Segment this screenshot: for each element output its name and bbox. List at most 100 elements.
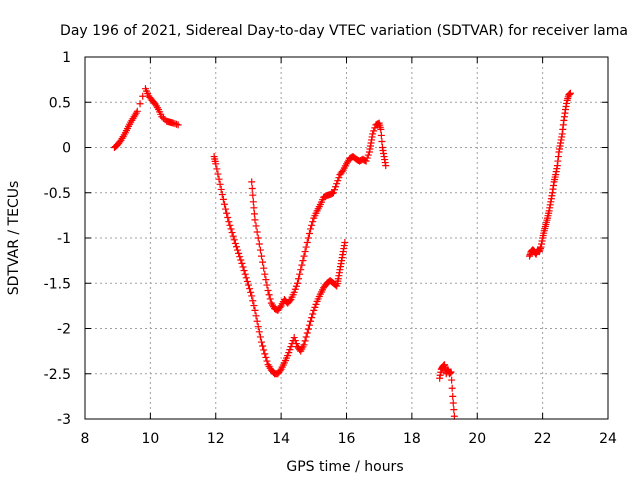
data-point (216, 180, 224, 188)
chart-title: Day 196 of 2021, Sidereal Day-to-day VTE… (60, 23, 628, 39)
data-point (292, 282, 300, 290)
y-axis-label: SDTVAR / TECUs (6, 181, 22, 296)
data-point (232, 243, 240, 251)
data-point (333, 180, 341, 188)
data-point (256, 333, 264, 341)
data-point (173, 120, 181, 128)
data-point (304, 325, 312, 333)
data-point (158, 113, 166, 121)
data-point (250, 204, 258, 212)
series-arc-2 (210, 153, 349, 378)
data-point (303, 329, 311, 337)
data-point (362, 157, 370, 165)
data-point (295, 275, 303, 283)
data-point (263, 357, 271, 365)
data-point (261, 350, 269, 358)
data-point (329, 189, 337, 197)
data-point (447, 368, 455, 376)
data-point (371, 124, 379, 132)
data-point (238, 259, 246, 267)
data-point (229, 232, 237, 240)
data-point (212, 160, 220, 168)
data-point (300, 341, 308, 349)
data-point (308, 314, 316, 322)
data-point (253, 228, 261, 236)
data-point (255, 328, 263, 336)
data-point (310, 306, 318, 314)
x-tick-label: 22 (534, 431, 552, 447)
data-point (215, 175, 223, 183)
data-point (302, 243, 310, 251)
data-point (252, 222, 260, 230)
data-point (253, 317, 261, 325)
x-axis-label: GPS time / hours (286, 459, 403, 475)
data-point (382, 162, 390, 170)
data-point (335, 174, 343, 182)
data-point (265, 291, 273, 299)
data-point (293, 279, 301, 287)
data-point (224, 213, 232, 221)
data-point (236, 253, 244, 261)
data-point (240, 267, 248, 275)
data-point (297, 266, 305, 274)
series-arc-3 (248, 119, 390, 314)
series-arc-5 (526, 89, 574, 260)
y-tick-label: -2.5 (44, 367, 71, 383)
data-point (299, 257, 307, 265)
data-point (258, 252, 266, 260)
data-point (363, 154, 371, 162)
data-point (213, 165, 221, 173)
data-point (136, 100, 144, 108)
data-point (234, 246, 242, 254)
data-point (286, 297, 294, 305)
data-point (259, 342, 267, 350)
data-point (311, 303, 319, 311)
data-point (450, 406, 458, 414)
data-point (252, 312, 260, 320)
x-tick-label: 16 (338, 431, 356, 447)
data-point (307, 317, 315, 325)
data-point (291, 337, 299, 345)
y-tick-label: -1.5 (44, 276, 71, 292)
data-point (309, 310, 317, 318)
data-point (248, 185, 256, 193)
data-point (241, 270, 249, 278)
data-point (251, 306, 259, 314)
data-point (303, 239, 311, 247)
x-tick-labels: 8 10 12 14 16 18 20 22 24 (81, 431, 617, 447)
data-point (159, 114, 167, 122)
data-point (378, 137, 386, 145)
data-point (256, 246, 264, 254)
data-point (301, 337, 309, 345)
data-point (309, 218, 317, 226)
data-point (242, 274, 250, 282)
data-point (249, 297, 257, 305)
x-tick-label: 24 (599, 431, 617, 447)
data-point (448, 376, 456, 384)
data-point (219, 195, 227, 203)
data-point (300, 252, 308, 260)
data-point (566, 89, 574, 97)
data-point (448, 384, 456, 392)
data-point (248, 292, 256, 300)
data-points (110, 85, 574, 420)
data-point (377, 131, 385, 139)
data-point (231, 239, 239, 247)
data-point (223, 209, 231, 217)
data-point (287, 343, 295, 351)
data-point (250, 302, 258, 310)
data-point (374, 120, 382, 128)
data-point (449, 392, 457, 400)
data-point (301, 248, 309, 256)
data-point (249, 198, 257, 206)
data-point (218, 191, 226, 199)
data-point (328, 189, 336, 197)
data-point (230, 236, 238, 244)
data-point (250, 210, 258, 218)
data-point (235, 249, 243, 257)
y-tick-label: -1 (57, 231, 71, 247)
data-point (370, 127, 378, 135)
data-point (276, 303, 284, 311)
